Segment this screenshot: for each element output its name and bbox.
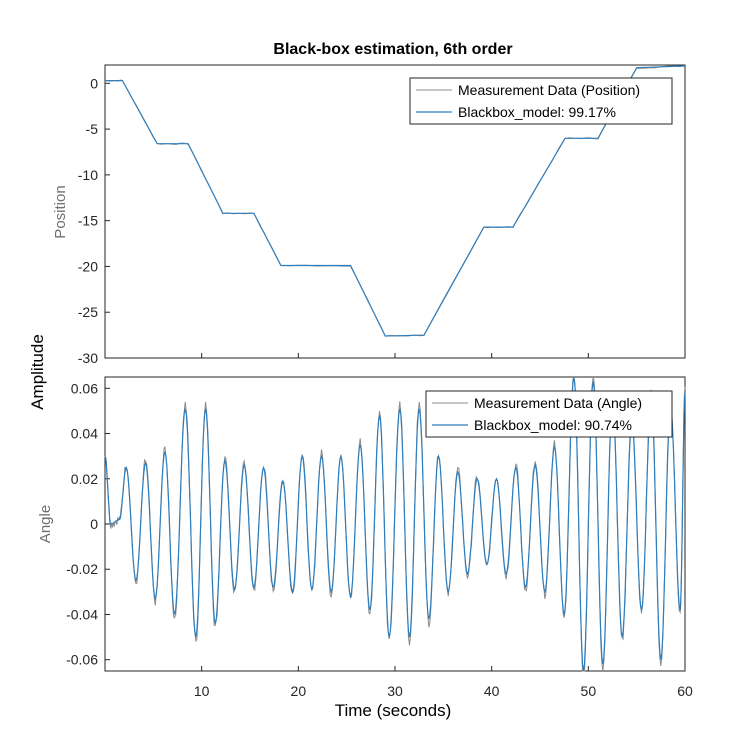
legend-position: Measurement Data (Position) Blackbox_mod… xyxy=(409,77,673,125)
y-tick-label: -25 xyxy=(78,304,98,320)
x-tick-label: 40 xyxy=(484,683,500,699)
legend-label-measurement-angle: Measurement Data (Angle) xyxy=(474,395,642,411)
y-tick-label: -0.02 xyxy=(66,561,98,577)
y-tick-label: 0.04 xyxy=(71,426,98,442)
subplot-position: 0 -5 -10 -15 -20 -25 -30 Measurement Data (Pos… xyxy=(52,64,686,366)
x-tick-label: 30 xyxy=(387,683,403,699)
y-tick-label: 0.06 xyxy=(71,380,98,396)
legend-box-position xyxy=(409,77,673,125)
y-tick-label: 0.02 xyxy=(71,471,98,487)
y-tick-label: -0.06 xyxy=(66,652,98,668)
y-tick-label: 0 xyxy=(90,516,98,532)
legend-label-measurement-position: Measurement Data (Position) xyxy=(458,82,640,98)
y-tick-label: -0.04 xyxy=(66,606,98,622)
x-tick-label: 60 xyxy=(677,683,693,699)
legend-label-model-angle: Blackbox_model: 90.74% xyxy=(474,417,632,433)
x-tick-label: 50 xyxy=(581,683,597,699)
y-tick-label: 0 xyxy=(90,75,98,91)
y-tick-label: -5 xyxy=(86,121,99,137)
subplot-angle: 0.06 0.04 0.02 0 -0.02 -0.04 -0.06 Measurement… xyxy=(37,375,686,672)
legend-label-model-position: Blackbox_model: 99.17% xyxy=(458,104,616,120)
x-axis-label: Time (seconds) xyxy=(335,701,452,720)
y-tick-label: -10 xyxy=(78,167,98,183)
y-axis-label-position: Position xyxy=(52,185,69,238)
series-model-position xyxy=(105,65,686,337)
x-tick-label: 20 xyxy=(291,683,307,699)
y-tick-label: -30 xyxy=(78,350,98,366)
y-tick-label: -20 xyxy=(78,258,98,274)
legend-angle: Measurement Data (Angle) Blackbox_model:… xyxy=(425,390,673,438)
y-axis-label-shared: Amplitude xyxy=(28,334,47,410)
y-axis-label-angle: Angle xyxy=(37,505,54,543)
x-tick-label: 10 xyxy=(194,683,210,699)
chart-title: Black-box estimation, 6th order xyxy=(273,41,512,58)
legend-box-angle xyxy=(425,390,673,438)
y-tick-label: -15 xyxy=(78,213,98,229)
